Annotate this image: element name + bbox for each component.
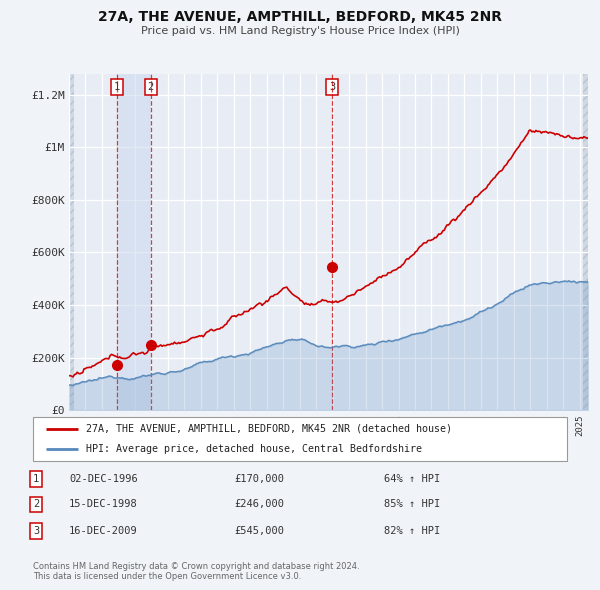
Text: 1: 1: [33, 474, 39, 484]
Text: 16-DEC-2009: 16-DEC-2009: [69, 526, 138, 536]
Text: 15-DEC-1998: 15-DEC-1998: [69, 500, 138, 509]
Text: £246,000: £246,000: [234, 500, 284, 509]
Text: Price paid vs. HM Land Registry's House Price Index (HPI): Price paid vs. HM Land Registry's House …: [140, 26, 460, 36]
Text: 85% ↑ HPI: 85% ↑ HPI: [384, 500, 440, 509]
Text: 2: 2: [148, 82, 154, 92]
Text: 64% ↑ HPI: 64% ↑ HPI: [384, 474, 440, 484]
Text: 82% ↑ HPI: 82% ↑ HPI: [384, 526, 440, 536]
Text: £170,000: £170,000: [234, 474, 284, 484]
Text: £545,000: £545,000: [234, 526, 284, 536]
Polygon shape: [583, 74, 588, 410]
FancyBboxPatch shape: [33, 417, 567, 461]
Text: 27A, THE AVENUE, AMPTHILL, BEDFORD, MK45 2NR: 27A, THE AVENUE, AMPTHILL, BEDFORD, MK45…: [98, 10, 502, 24]
Text: Contains HM Land Registry data © Crown copyright and database right 2024.: Contains HM Land Registry data © Crown c…: [33, 562, 359, 571]
Text: 3: 3: [329, 82, 335, 92]
Bar: [117, 74, 151, 410]
Text: This data is licensed under the Open Government Licence v3.0.: This data is licensed under the Open Gov…: [33, 572, 301, 581]
Text: 1: 1: [114, 82, 120, 92]
Text: 27A, THE AVENUE, AMPTHILL, BEDFORD, MK45 2NR (detached house): 27A, THE AVENUE, AMPTHILL, BEDFORD, MK45…: [86, 424, 452, 434]
Text: 3: 3: [33, 526, 39, 536]
Polygon shape: [69, 74, 74, 410]
Text: 2: 2: [33, 500, 39, 509]
Text: 02-DEC-1996: 02-DEC-1996: [69, 474, 138, 484]
Text: HPI: Average price, detached house, Central Bedfordshire: HPI: Average price, detached house, Cent…: [86, 444, 422, 454]
